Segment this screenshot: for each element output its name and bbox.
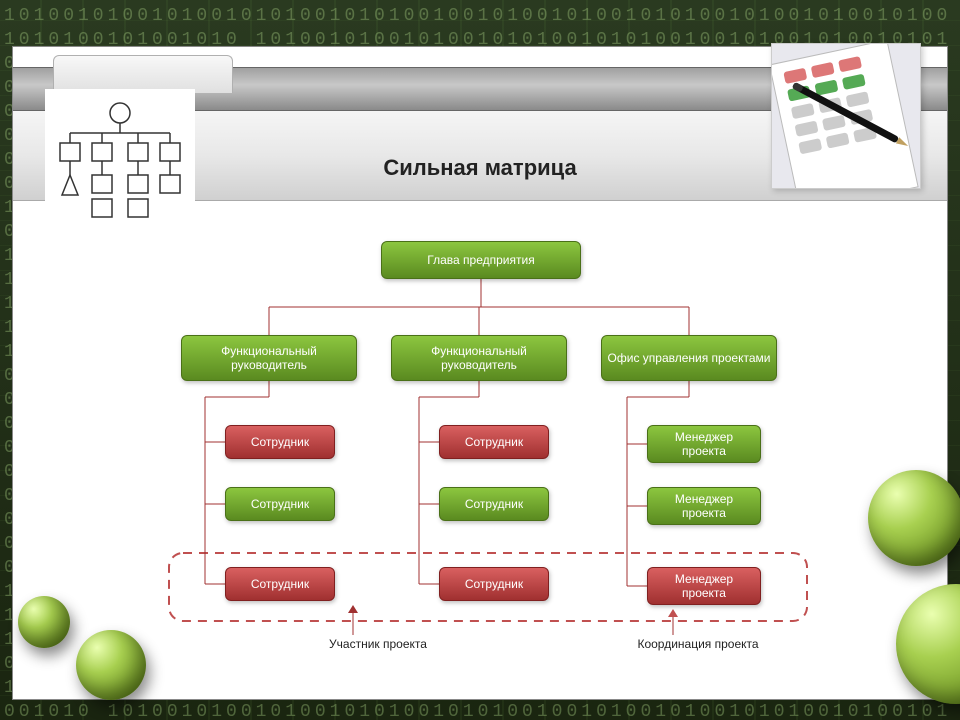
- caption-participant: Участник проекта: [313, 637, 443, 651]
- thumbnail-org-chart: [45, 89, 195, 229]
- org-chart-diagram: Глава предприятия Функциональный руководи…: [153, 227, 833, 677]
- node-head: Глава предприятия: [381, 241, 581, 279]
- thumbnail-paper-pen: [771, 43, 921, 189]
- caption-coord: Координация проекта: [633, 637, 763, 651]
- node-fn1: Функциональный руководитель: [181, 335, 357, 381]
- node-s23: Сотрудник: [439, 567, 549, 601]
- header-tab: [53, 55, 233, 93]
- slide-frame: Сильная матрица: [12, 46, 948, 700]
- org-chart-icon: [50, 99, 190, 219]
- node-fn2: Функциональный руководитель: [391, 335, 567, 381]
- sphere-0: [18, 596, 70, 648]
- node-s13: Сотрудник: [225, 567, 335, 601]
- sphere-2: [868, 470, 960, 566]
- node-s21: Сотрудник: [439, 425, 549, 459]
- node-pmo: Офис управления проектами: [601, 335, 777, 381]
- node-m1: Менеджер проекта: [647, 425, 761, 463]
- node-s22: Сотрудник: [439, 487, 549, 521]
- node-s11: Сотрудник: [225, 425, 335, 459]
- node-m2: Менеджер проекта: [647, 487, 761, 525]
- node-s12: Сотрудник: [225, 487, 335, 521]
- sphere-1: [76, 630, 146, 700]
- node-m3: Менеджер проекта: [647, 567, 761, 605]
